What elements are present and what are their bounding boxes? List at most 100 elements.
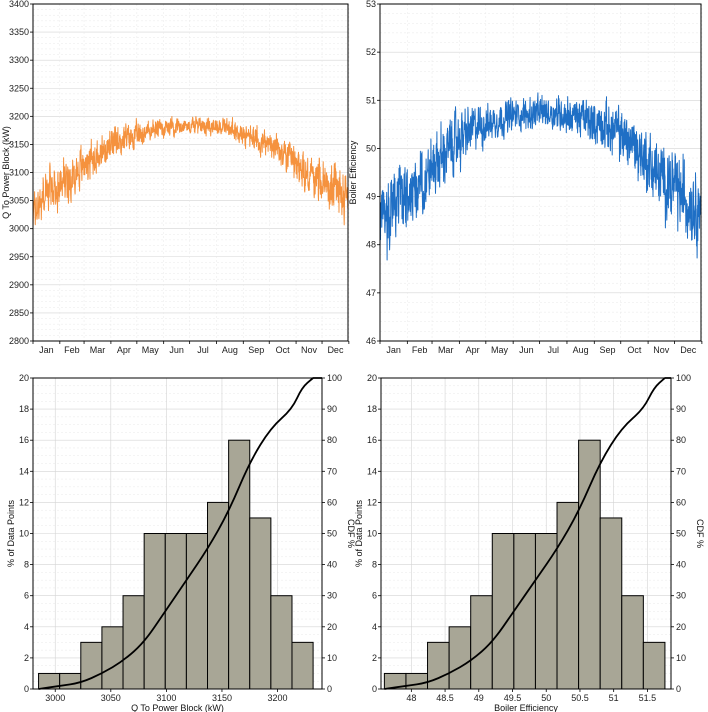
month-label: Feb <box>412 345 428 355</box>
y2-tick-label: 80 <box>676 435 686 445</box>
month-label: Feb <box>64 345 80 355</box>
y-tick-label: 14 <box>367 466 377 476</box>
histogram-bar <box>122 595 145 690</box>
y-tick-label: 46 <box>366 336 376 346</box>
histogram-bar <box>291 641 314 690</box>
y-tick-label: 16 <box>367 435 377 445</box>
series-line <box>32 116 349 228</box>
y-tick-label: 2900 <box>9 280 29 290</box>
y2-tick-label: 70 <box>676 466 686 476</box>
x-tick-label: 3200 <box>268 693 288 703</box>
x-tick-label: 50 <box>541 693 551 703</box>
month-label: Jul <box>548 345 560 355</box>
month-label: Oct <box>627 345 642 355</box>
x-tick-label: 49.5 <box>504 693 522 703</box>
y2-tick-label: 20 <box>676 622 686 632</box>
x-tick-label: 51 <box>609 693 619 703</box>
month-label: Sep <box>248 345 264 355</box>
y-tick-label: 2 <box>372 653 377 663</box>
month-label: Jul <box>197 345 209 355</box>
y-tick-label: 8 <box>24 560 29 570</box>
y-tick-label: 8 <box>372 560 377 570</box>
y-tick-label: 12 <box>19 497 29 507</box>
y2-tick-label: 10 <box>327 653 337 663</box>
y2-tick-label: 50 <box>327 529 337 539</box>
y-tick-label: 53 <box>366 0 376 9</box>
x-tick-label: 48.5 <box>436 693 454 703</box>
plot-frame <box>32 3 349 342</box>
y-axis-label: Boiler Efficiency <box>348 140 358 204</box>
month-label: Dec <box>327 345 344 355</box>
y-tick-label: 4 <box>372 622 377 632</box>
month-label: Aug <box>222 345 238 355</box>
y-tick-label: 3250 <box>9 83 29 93</box>
x-tick-label: 50.5 <box>571 693 589 703</box>
series-line <box>379 92 702 261</box>
histogram-bar <box>470 595 493 690</box>
y-tick-label: 10 <box>19 529 29 539</box>
y-tick-label: 3000 <box>9 224 29 234</box>
x-tick-label: 48 <box>406 693 416 703</box>
y2-tick-label: 40 <box>327 560 337 570</box>
histogram-bar <box>228 439 251 690</box>
y2-tick-label: 50 <box>676 529 686 539</box>
y-tick-label: 2850 <box>9 308 29 318</box>
histogram-bar <box>405 672 429 690</box>
histogram-bar <box>621 595 644 690</box>
y-tick-label: 3350 <box>9 27 29 37</box>
y-tick-label: 3150 <box>9 139 29 149</box>
x-tick-label: 3150 <box>212 693 232 703</box>
y-tick-label: 14 <box>19 466 29 476</box>
histogram-bar <box>599 517 623 690</box>
plot-frame <box>32 377 323 690</box>
y2-tick-label: 0 <box>327 684 332 694</box>
y-tick-label: 10 <box>367 529 377 539</box>
y-tick-label: 20 <box>19 373 29 383</box>
month-label: Aug <box>573 345 589 355</box>
histogram-bar <box>513 533 536 690</box>
histogram-bar <box>164 533 187 690</box>
y2-tick-label: 20 <box>327 622 337 632</box>
y-tick-label: 16 <box>19 435 29 445</box>
month-label: Jan <box>39 345 54 355</box>
histogram-bar <box>80 641 103 690</box>
y-tick-label: 0 <box>24 684 29 694</box>
y2-tick-label: 40 <box>676 560 686 570</box>
histogram-chart-2: 0 2 4 6 8 10 12 14 16 18 20 0 10 20 30 40 50 60 70 80 90 100 4… <box>354 373 705 712</box>
y2-tick-label: 10 <box>676 653 686 663</box>
y-axis-label: % of Data Points <box>6 499 16 567</box>
y-tick-label: 51 <box>366 95 376 105</box>
y2-tick-label: 90 <box>676 404 686 414</box>
y2-tick-label: 30 <box>676 591 686 601</box>
histogram-bar <box>448 626 472 690</box>
y-axis-label: Q To Power Block (kW) <box>1 126 11 219</box>
month-label: Apr <box>117 345 131 355</box>
month-label: Sep <box>600 345 616 355</box>
y-tick-label: 20 <box>367 373 377 383</box>
month-label: Dec <box>680 345 697 355</box>
cdf-line <box>38 377 322 690</box>
y-tick-label: 18 <box>367 404 377 414</box>
histogram-bar <box>59 672 82 690</box>
x-tick-label: 3100 <box>156 693 176 703</box>
y-tick-label: 3200 <box>9 111 29 121</box>
y-tick-label: 2800 <box>9 336 29 346</box>
y-tick-label: 3050 <box>9 196 29 206</box>
y-tick-label: 18 <box>19 404 29 414</box>
y2-axis-label: CDF % <box>695 519 705 548</box>
y-tick-label: 12 <box>367 497 377 507</box>
x-tick-label: 3050 <box>101 693 121 703</box>
y2-tick-label: 0 <box>676 684 681 694</box>
x-tick-label: 51.5 <box>639 693 657 703</box>
histogram-bar <box>491 533 515 690</box>
y-tick-label: 48 <box>366 240 376 250</box>
y2-tick-label: 100 <box>676 373 691 383</box>
timeseries-chart-1: 2800 2850 2900 2950 3000 3050 3100 3150 3200 3250… <box>1 0 350 355</box>
y-axis-label: % of Data Points <box>354 499 364 567</box>
month-label: Mar <box>438 345 454 355</box>
plot-frame <box>379 3 702 342</box>
histogram-bar <box>143 533 166 690</box>
y2-tick-label: 90 <box>327 404 337 414</box>
y-tick-label: 3300 <box>9 55 29 65</box>
y2-tick-label: 100 <box>327 373 342 383</box>
